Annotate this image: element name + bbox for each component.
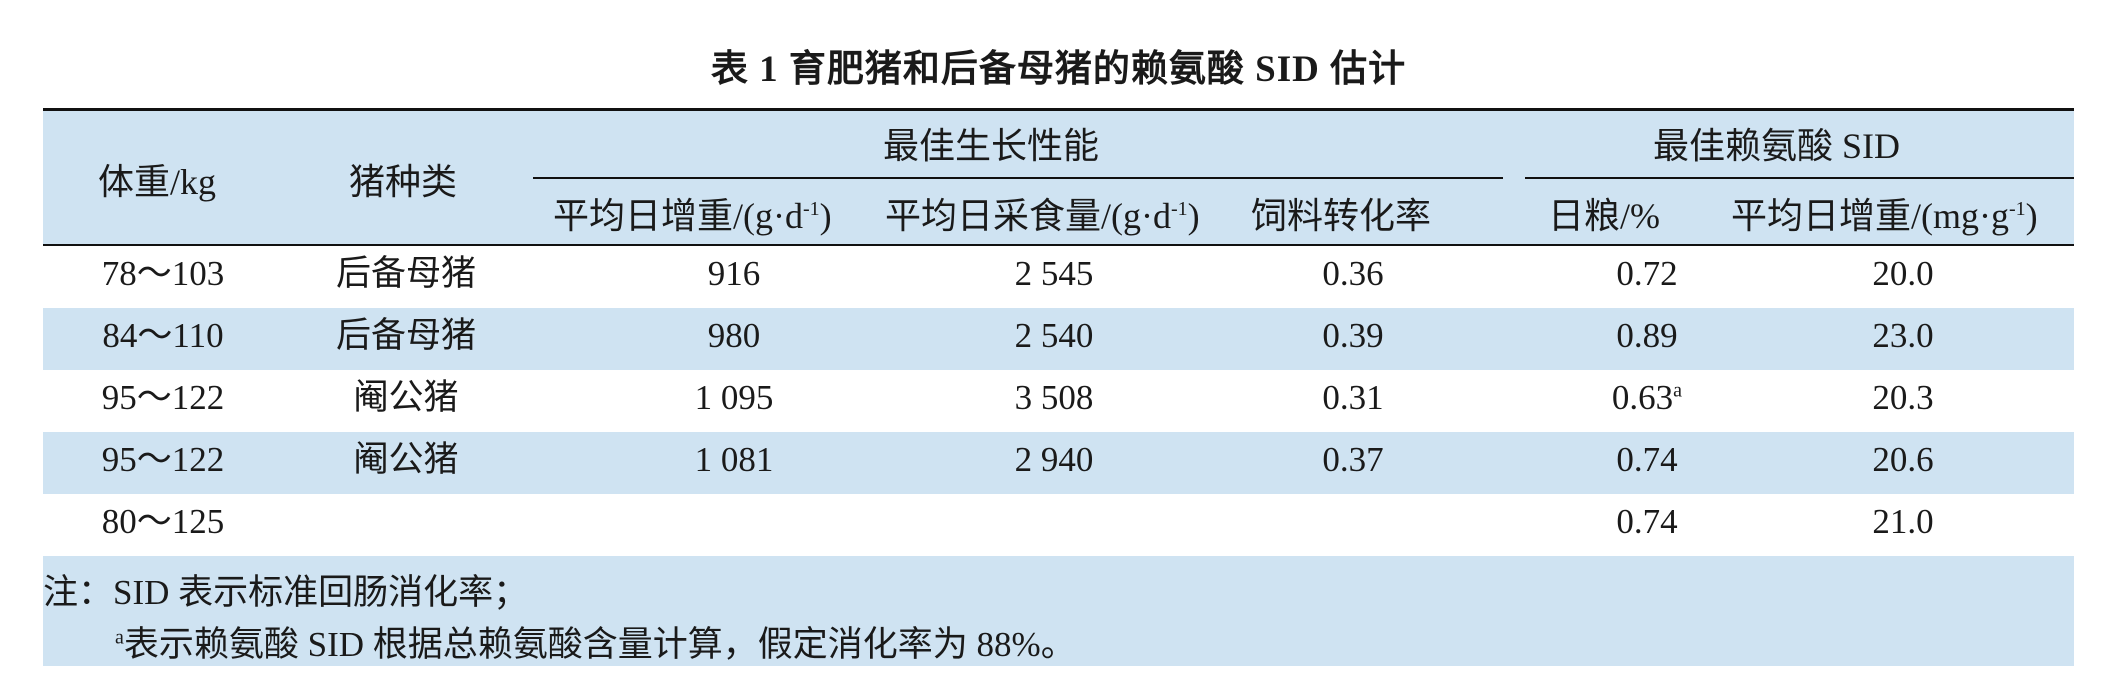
cell-adg: 1 081	[694, 440, 774, 479]
table-row: 84～110 后备母猪 980 2 540 0.39 0.89 23.0	[43, 308, 2074, 370]
cell-weight: 80～125	[101, 502, 225, 541]
cell-diet: 0.72	[1616, 254, 1678, 293]
header-adfi: 平均日采食量/(g·d-1)	[885, 196, 1200, 236]
cell-pig-type: 阉公猪	[353, 440, 459, 479]
header-fcr: 饲料转化率	[1251, 196, 1432, 236]
cell-sid-gain: 21.0	[1872, 502, 1934, 541]
header-pig-type: 猪种类	[349, 162, 458, 202]
cell-diet: 0.89	[1616, 316, 1678, 355]
cell-adg: 980	[707, 316, 761, 355]
note-line-1: 注：SID 表示标准回肠消化率；	[43, 573, 529, 612]
cell-sid-gain: 23.0	[1872, 316, 1934, 355]
cell-sid-gain: 20.3	[1872, 378, 1934, 417]
cell-diet: 0.74	[1616, 502, 1678, 541]
data-table: 体重/kg 猪种类 最佳生长性能 最佳赖氨酸 SID 平均日增重/(g·d-1)…	[43, 108, 2074, 559]
cell-adfi: 3 508	[1014, 378, 1094, 417]
cell-fcr: 0.39	[1322, 316, 1384, 355]
cell-weight: 84～110	[102, 316, 224, 355]
table-row: 80～125 0.74 21.0	[43, 494, 2074, 556]
header-weight: 体重/kg	[98, 162, 217, 202]
cell-adg: 916	[707, 254, 761, 293]
header-group-sid: 最佳赖氨酸 SID	[1653, 126, 1901, 166]
header-subrule-sid	[1525, 177, 2074, 179]
table-row: 95～122 阉公猪 1 095 3 508 0.31 0.63a 20.3	[43, 370, 2074, 432]
table-body: 78～103 后备母猪 916 2 545 0.36 0.72 20.0 84～110 后备母猪…	[43, 244, 2074, 556]
cell-pig-type: 阉公猪	[353, 378, 459, 417]
table-notes: 注：SID 表示标准回肠消化率； a表示赖氨酸 SID 根据总赖氨酸含量计算，假…	[43, 556, 2074, 666]
cell-adfi: 2 545	[1014, 254, 1094, 293]
note-line-2: a表示赖氨酸 SID 根据总赖氨酸含量计算，假定消化率为 88%。	[115, 625, 1076, 664]
cell-sid-gain: 20.6	[1872, 440, 1934, 479]
table-header: 体重/kg 猪种类 最佳生长性能 最佳赖氨酸 SID 平均日增重/(g·d-1)…	[43, 111, 2074, 244]
cell-fcr: 0.31	[1322, 378, 1384, 417]
cell-pig-type: 后备母猪	[335, 254, 477, 293]
cell-pig-type: 后备母猪	[335, 316, 477, 355]
cell-diet: 0.63a	[1611, 378, 1683, 417]
header-group-performance: 最佳生长性能	[883, 126, 1100, 166]
header-diet: 日粮/%	[1548, 196, 1660, 236]
cell-adfi: 2 940	[1014, 440, 1094, 479]
cell-weight: 78～103	[101, 254, 225, 293]
cell-weight: 95～122	[101, 378, 225, 417]
cell-sid-gain: 20.0	[1872, 254, 1934, 293]
table-row: 95～122 阉公猪 1 081 2 940 0.37 0.74 20.6	[43, 432, 2074, 494]
cell-diet: 0.74	[1616, 440, 1678, 479]
header-subrule-performance	[533, 177, 1503, 179]
table-row: 78～103 后备母猪 916 2 545 0.36 0.72 20.0	[43, 244, 2074, 308]
header-adg: 平均日增重/(g·d-1)	[553, 196, 832, 236]
header-sid-gain: 平均日增重/(mg·g-1)	[1731, 196, 2038, 236]
cell-adfi: 2 540	[1014, 316, 1094, 355]
table-title: 表 1 育肥猪和后备母猪的赖氨酸 SID 估计	[710, 49, 1407, 90]
cell-fcr: 0.37	[1322, 440, 1384, 479]
cell-adg: 1 095	[694, 378, 774, 417]
cell-fcr: 0.36	[1322, 254, 1384, 293]
cell-weight: 95～122	[101, 440, 225, 479]
